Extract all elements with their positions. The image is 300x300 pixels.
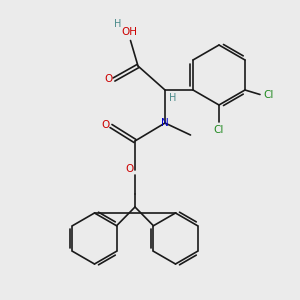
Text: H: H bbox=[114, 19, 122, 29]
Text: N: N bbox=[161, 118, 169, 128]
Text: O: O bbox=[104, 74, 113, 85]
Text: O: O bbox=[101, 119, 109, 130]
Text: Cl: Cl bbox=[263, 90, 274, 100]
Text: O: O bbox=[125, 164, 133, 175]
Text: H: H bbox=[169, 93, 176, 103]
Text: Cl: Cl bbox=[214, 124, 224, 135]
Text: OH: OH bbox=[121, 27, 137, 37]
